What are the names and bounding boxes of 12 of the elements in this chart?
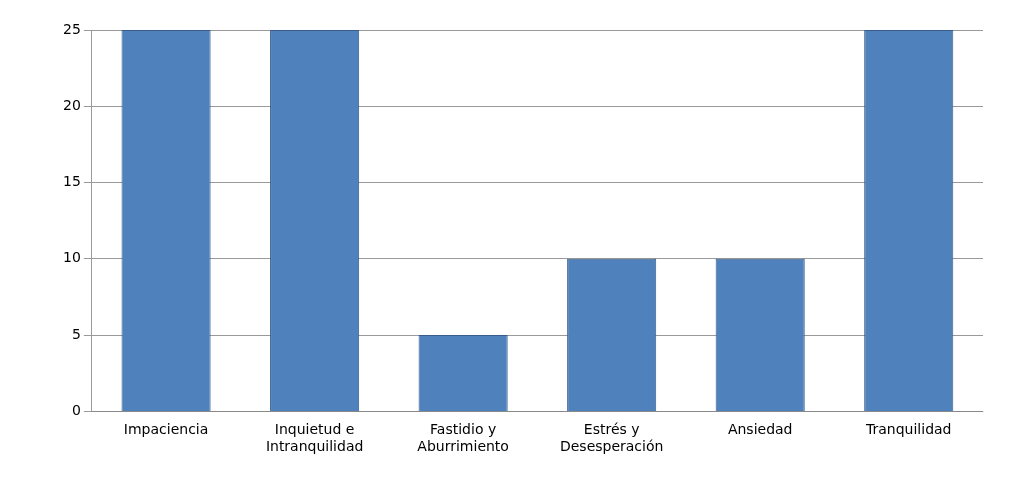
- x-tick-label: Tranquilidad: [864, 421, 952, 438]
- y-tick-label: 5: [71, 325, 81, 342]
- y-tick-label: 25: [62, 20, 81, 37]
- y-tick-label: 20: [62, 96, 81, 113]
- y-tick-label: 10: [62, 249, 81, 266]
- y-tick-label: 15: [62, 173, 81, 190]
- x-tick-label: Fastidio y Aburrimiento: [417, 421, 509, 455]
- x-tick-label: Inquietud e Intranquilidad: [265, 421, 364, 455]
- x-tick-label: Impaciencia: [123, 421, 209, 438]
- x-tick-label: Ansiedad: [727, 421, 793, 438]
- x-tick-label: Estrés y Desesperación: [559, 421, 664, 455]
- y-tick-label: 0: [71, 402, 81, 419]
